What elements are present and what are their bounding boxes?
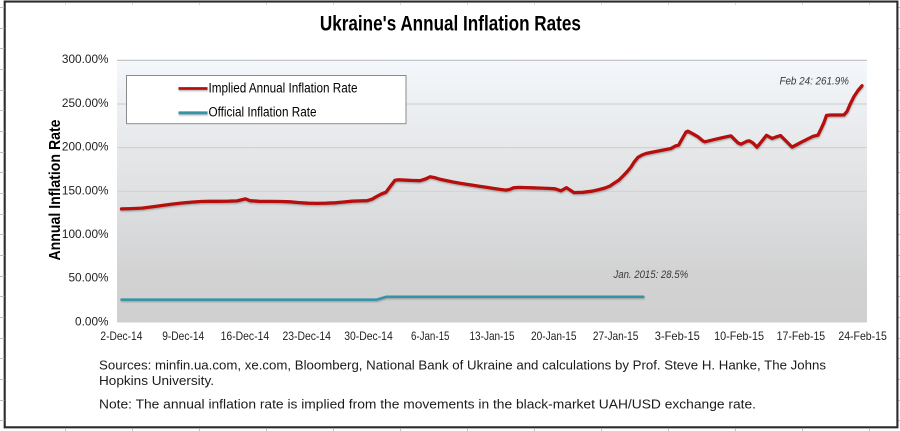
- svg-text:Implied Annual Inflation Rate: Implied Annual Inflation Rate: [209, 80, 358, 95]
- svg-text:13-Jan-15: 13-Jan-15: [470, 329, 515, 343]
- svg-text:24-Feb-15: 24-Feb-15: [838, 329, 887, 343]
- svg-text:30-Dec-14: 30-Dec-14: [344, 329, 393, 343]
- svg-text:Note: The annual inflation rat: Note: The annual inflation rate is impli…: [99, 396, 756, 411]
- svg-text:Annual Inflation Rate: Annual Inflation Rate: [47, 119, 64, 260]
- svg-text:Jan. 2015: 28.5%: Jan. 2015: 28.5%: [613, 269, 689, 281]
- svg-text:100.00%: 100.00%: [62, 227, 109, 241]
- svg-text:27-Jan-15: 27-Jan-15: [593, 329, 639, 343]
- svg-text:50.00%: 50.00%: [68, 271, 109, 285]
- svg-text:16-Dec-14: 16-Dec-14: [221, 329, 270, 343]
- svg-text:20-Jan-15: 20-Jan-15: [531, 329, 577, 343]
- svg-text:200.00%: 200.00%: [62, 140, 109, 154]
- svg-text:2-Dec-14: 2-Dec-14: [100, 329, 142, 343]
- svg-text:17-Feb-15: 17-Feb-15: [777, 329, 826, 343]
- svg-text:10-Feb-15: 10-Feb-15: [714, 329, 764, 343]
- svg-text:0.00%: 0.00%: [75, 314, 109, 328]
- svg-text:300.00%: 300.00%: [62, 52, 109, 66]
- svg-text:Feb 24: 261.9%: Feb 24: 261.9%: [779, 75, 849, 87]
- svg-text:250.00%: 250.00%: [62, 96, 109, 110]
- svg-text:3-Feb-15: 3-Feb-15: [655, 329, 700, 343]
- svg-text:6-Jan-15: 6-Jan-15: [411, 329, 450, 343]
- svg-text:Ukraine's Annual Inflation Rat: Ukraine's Annual Inflation Rates: [320, 13, 581, 36]
- svg-text:9-Dec-14: 9-Dec-14: [162, 329, 204, 343]
- svg-text:150.00%: 150.00%: [62, 183, 109, 197]
- svg-text:Official Inflation Rate: Official Inflation Rate: [209, 105, 317, 120]
- svg-text:23-Dec-14: 23-Dec-14: [282, 329, 331, 343]
- svg-text:Sources: minfin.ua.com, xe.com: Sources: minfin.ua.com, xe.com, Bloomber…: [99, 357, 826, 372]
- svg-text:Hopkins University.: Hopkins University.: [99, 373, 214, 388]
